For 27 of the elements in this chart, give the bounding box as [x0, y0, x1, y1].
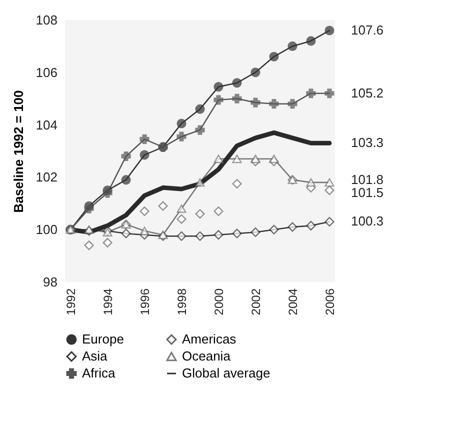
- x-tick-label: 2006: [322, 288, 337, 316]
- y-tick-label: 100: [36, 222, 58, 238]
- text: 103.3: [351, 135, 384, 150]
- y-tick-label: 102: [36, 170, 58, 185]
- text: 105.2: [351, 85, 384, 100]
- y-tick-label: 106: [36, 64, 58, 80]
- x-tick-label: 2000: [212, 288, 226, 316]
- x-tick-label: 1994: [101, 288, 116, 316]
- x-tick-label: 1996: [138, 288, 152, 316]
- legend-label: Global average: [182, 366, 270, 380]
- x-tick-label: 1992: [64, 288, 78, 316]
- x-tick-label: 2004: [286, 288, 300, 316]
- legend-label: Oceania: [182, 348, 232, 364]
- y-tick-label: 108: [36, 12, 58, 28]
- legend-label: Asia: [82, 348, 108, 364]
- text: 101.8: [351, 172, 384, 187]
- y-axis-title: Baseline 1992 = 100: [10, 90, 26, 213]
- x-tick-label: 1998: [175, 288, 190, 316]
- text: 107.6: [351, 22, 384, 38]
- y-tick-label: 98: [43, 274, 58, 290]
- text: 100.3: [351, 214, 384, 229]
- x-tick-label: 2002: [248, 288, 263, 316]
- legend-label: Europe: [82, 332, 124, 347]
- legend-label: Africa: [82, 366, 116, 380]
- legend-label: Americas: [182, 332, 237, 347]
- text: 101.5: [351, 184, 384, 200]
- y-tick-label: 104: [36, 117, 58, 132]
